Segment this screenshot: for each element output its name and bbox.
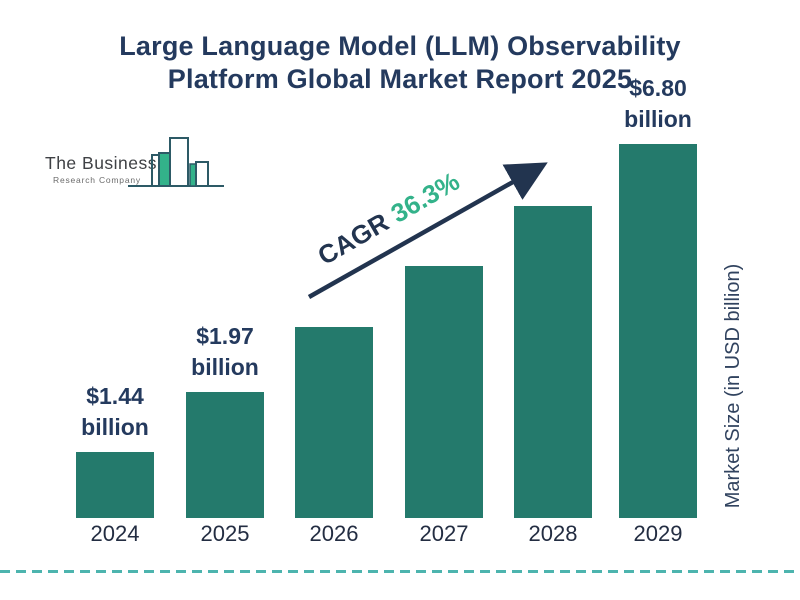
value-label-amount: $1.97	[196, 323, 254, 349]
title-line-1: Large Language Model (LLM) Observability	[119, 31, 681, 61]
value-label-unit: billion	[81, 414, 149, 440]
value-label-amount: $6.80	[629, 75, 687, 101]
value-label-amount: $1.44	[86, 383, 144, 409]
title-line-2: Platform Global Market Report 2025	[167, 64, 633, 94]
x-tick-2024: 2024	[90, 521, 140, 546]
cagr-value: 36.3%	[385, 165, 465, 229]
x-tick-2026: 2026	[309, 521, 359, 546]
x-tick-2025: 2025	[200, 521, 250, 546]
value-label-unit: billion	[624, 106, 692, 132]
logo-bars-icon	[128, 137, 224, 187]
value-label-2025: $1.97 billion	[155, 321, 295, 383]
value-label-2029: $6.80 billion	[588, 73, 728, 135]
bar-2027	[405, 266, 483, 518]
x-tick-2028: 2028	[528, 521, 578, 546]
page-title: Large Language Model (LLM) Observability…	[0, 30, 800, 96]
cagr-label: CAGR	[312, 206, 394, 271]
logo-company-name: The Business	[45, 153, 158, 173]
x-tick-2027: 2027	[419, 521, 469, 546]
bar-2025	[186, 392, 264, 518]
value-label-2024: $1.44 billion	[45, 381, 185, 443]
y-axis-label: Market Size (in USD billion)	[722, 263, 744, 509]
logo-company-subtitle: Research Company	[53, 175, 141, 185]
bar-2026	[295, 327, 373, 518]
bar-2024	[76, 452, 154, 518]
value-label-unit: billion	[191, 354, 259, 380]
x-tick-2029: 2029	[633, 521, 683, 546]
bar-2028	[514, 206, 592, 518]
bottom-dashed-divider	[0, 570, 800, 573]
bar-2029	[619, 144, 697, 518]
